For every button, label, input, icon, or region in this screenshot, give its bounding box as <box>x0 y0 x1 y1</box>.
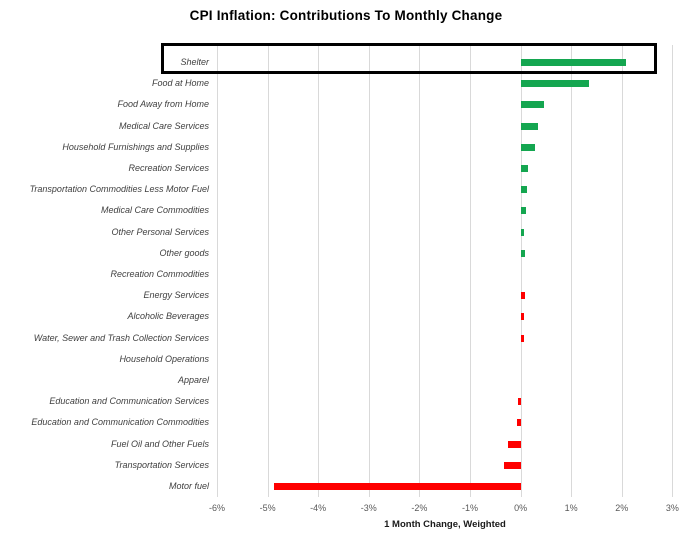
category-label-apparel: Apparel <box>177 375 209 385</box>
gridline--4pct <box>318 45 320 497</box>
bar-transportation-commodities-less-motor-fuel <box>521 186 528 194</box>
gridline--6pct <box>217 45 218 497</box>
tick-label--1pct: -1% <box>461 503 479 513</box>
category-label-water-sewer-and-trash-collection-services: Water, Sewer and Trash Collection Servic… <box>33 332 209 343</box>
tick-label-0pct: 0% <box>514 503 528 513</box>
tick-label-1pct: 1% <box>564 503 578 513</box>
bar-other-goods <box>521 249 526 257</box>
category-label-energy-services: Energy Services <box>143 290 209 301</box>
category-label-recreation-commodities: Recreation Commodities <box>110 269 209 279</box>
category-label-fuel-oil-and-other-fuels: Fuel Oil and Other Fuels <box>110 438 209 449</box>
tick-label-2pct: 2% <box>615 503 629 513</box>
gridline--1pct <box>470 45 471 497</box>
category-label-household-operations: Household Operations <box>119 353 209 364</box>
gridline--5pct <box>267 45 269 497</box>
gridline-1pct <box>571 45 573 497</box>
shelter-highlight-box <box>161 43 657 74</box>
category-label-household-furnishings-and-supplies: Household Furnishings and Supplies <box>62 141 209 152</box>
bar-education-and-communication-commodities <box>516 419 521 427</box>
bar-energy-services <box>521 292 525 300</box>
tick-label--5pct: -5% <box>259 503 276 513</box>
category-label-food-away-from-home: Food Away from Home <box>117 99 209 110</box>
bar-recreation-services <box>521 165 529 172</box>
category-label-recreation-services: Recreation Services <box>128 163 209 173</box>
tick-label-3pct: 3% <box>665 503 679 513</box>
tick-label--6pct: -6% <box>208 503 226 513</box>
category-label-food-at-home: Food at Home <box>151 78 209 89</box>
bar-other-personal-services <box>521 228 525 236</box>
category-label-education-and-communication-commodities: Education and Communication Commodities <box>31 417 209 428</box>
chart-title: CPI Inflation: Contributions To Monthly … <box>189 8 503 23</box>
category-label-alcoholic-beverages: Alcoholic Beverages <box>127 311 209 322</box>
bar-food-away-from-home <box>521 101 544 109</box>
category-label-other-personal-services: Other Personal Services <box>111 226 209 237</box>
bar-fuel-oil-and-other-fuels <box>507 440 521 448</box>
gridline--2pct <box>419 45 421 497</box>
bar-medical-care-services <box>521 122 539 130</box>
bar-transportation-services <box>504 461 521 469</box>
tick-label--3pct: -3% <box>360 503 377 513</box>
category-label-transportation-services: Transportation Services <box>114 459 209 470</box>
bar-household-furnishings-and-supplies <box>521 143 535 151</box>
bar-shelter <box>521 59 627 66</box>
category-label-education-and-communication-services: Education and Communication Services <box>49 396 209 407</box>
gridline-2pct <box>621 45 623 497</box>
category-label-motor-fuel: Motor fuel <box>168 481 209 491</box>
tick-label--4pct: -4% <box>310 503 327 513</box>
gridline-0pct <box>520 45 522 497</box>
gridline--3pct <box>368 45 370 497</box>
category-label-medical-care-commodities: Medical Care Commodities <box>100 205 209 216</box>
category-label-shelter: Shelter <box>180 57 209 67</box>
bar-education-and-communication-services <box>517 398 521 406</box>
bar-motor-fuel <box>273 483 521 490</box>
tick-label--2pct: -2% <box>411 503 428 513</box>
category-label-medical-care-services: Medical Care Services <box>118 120 209 131</box>
bar-water-sewer-and-trash-collection-services <box>521 334 524 342</box>
bar-medical-care-commodities <box>521 207 527 215</box>
bar-alcoholic-beverages <box>521 313 525 321</box>
bar-food-at-home <box>521 80 590 88</box>
category-label-other-goods: Other goods <box>159 247 209 258</box>
x-axis-title: 1 Month Change, Weighted <box>384 519 506 530</box>
gridline-3pct <box>672 45 674 497</box>
category-label-transportation-commodities-less-motor-fuel: Transportation Commodities Less Motor Fu… <box>29 184 209 195</box>
